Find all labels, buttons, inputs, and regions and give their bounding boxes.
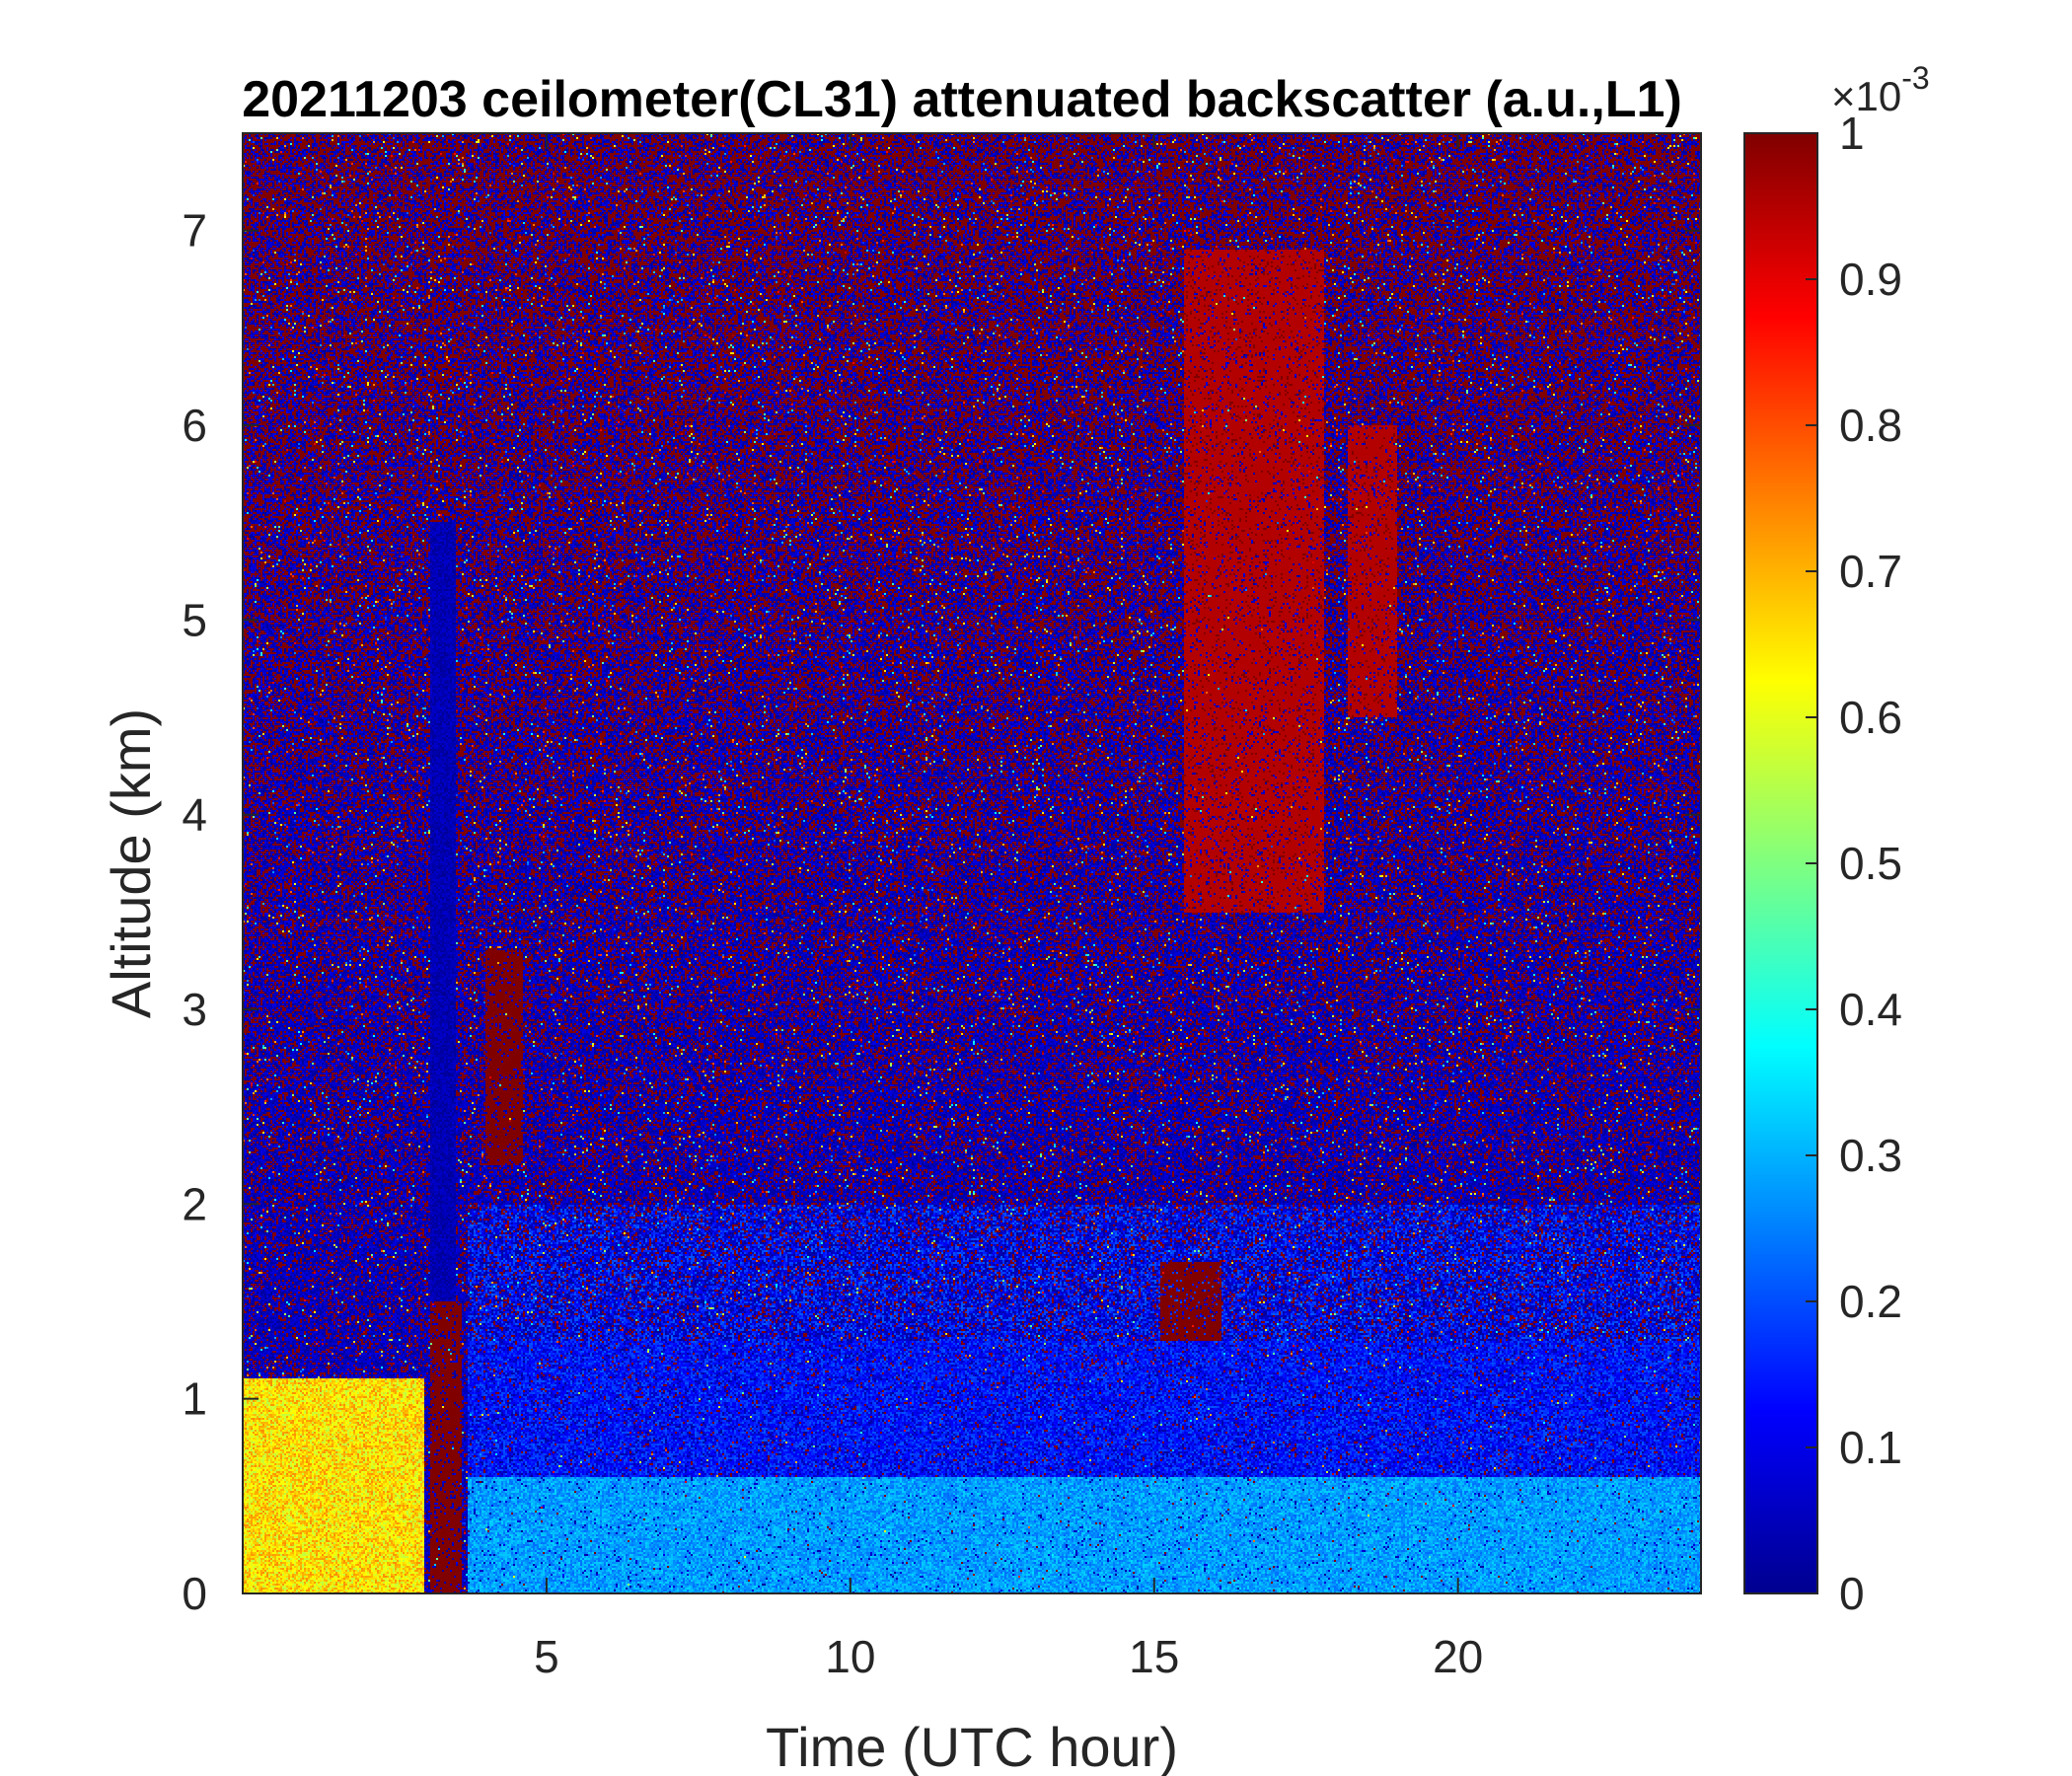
colorbar-tick-label: 0.4 (1839, 984, 1902, 1035)
colorbar-tick-label: 0.9 (1839, 254, 1902, 305)
colorbar-tick-label: 0.3 (1839, 1130, 1902, 1181)
chart-title: 20211203 ceilometer(CL31) attenuated bac… (242, 71, 1682, 128)
plot-frame (242, 132, 1702, 1594)
colorbar-tick-label: 1 (1839, 108, 1865, 159)
colorbar: 0 0.1 0.2 0.3 0.4 0.5 0.6 0.7 0.8 0.9 1 ×10-3 (1743, 60, 1930, 1619)
x-tick-label: 15 (1129, 1631, 1179, 1682)
colorbar-exponent-power: -3 (1901, 60, 1929, 96)
y-axis-label: Altitude (km) (100, 708, 162, 1018)
x-axis-label: Time (UTC hour) (766, 1716, 1178, 1776)
y-tick-label: 4 (182, 789, 207, 841)
y-tick-label: 5 (182, 594, 207, 645)
colorbar-tick-label: 0.1 (1839, 1422, 1902, 1473)
colorbar-tick-label: 0.8 (1839, 400, 1902, 451)
colorbar-tick-label: 0 (1839, 1568, 1865, 1619)
x-axis: 5 10 15 20 (534, 133, 1483, 1682)
y-tick-label: 7 (182, 205, 207, 257)
y-tick-label: 0 (182, 1568, 207, 1619)
colorbar-tick-label: 0.6 (1839, 692, 1902, 743)
colorbar-tick-label: 0.5 (1839, 838, 1902, 889)
y-tick-label: 1 (182, 1373, 207, 1425)
colorbar-tick-label: 0.2 (1839, 1276, 1902, 1327)
y-tick-label: 2 (182, 1178, 207, 1229)
x-tick-label: 10 (825, 1631, 875, 1682)
heatmap-plot-area (242, 132, 1702, 1594)
y-axis: 0 1 2 3 4 5 6 7 (182, 205, 1701, 1619)
colorbar-ticks: 0 0.1 0.2 0.3 0.4 0.5 0.6 0.7 0.8 0.9 1 (1806, 108, 1902, 1619)
colorbar-exponent-base: ×10 (1831, 73, 1901, 119)
y-tick-label: 6 (182, 400, 207, 451)
x-tick-label: 20 (1433, 1631, 1483, 1682)
y-tick-label: 3 (182, 984, 207, 1035)
x-tick-label: 5 (534, 1631, 559, 1682)
colorbar-tick-label: 0.7 (1839, 546, 1902, 597)
colorbar-exponent: ×10-3 (1831, 60, 1930, 119)
